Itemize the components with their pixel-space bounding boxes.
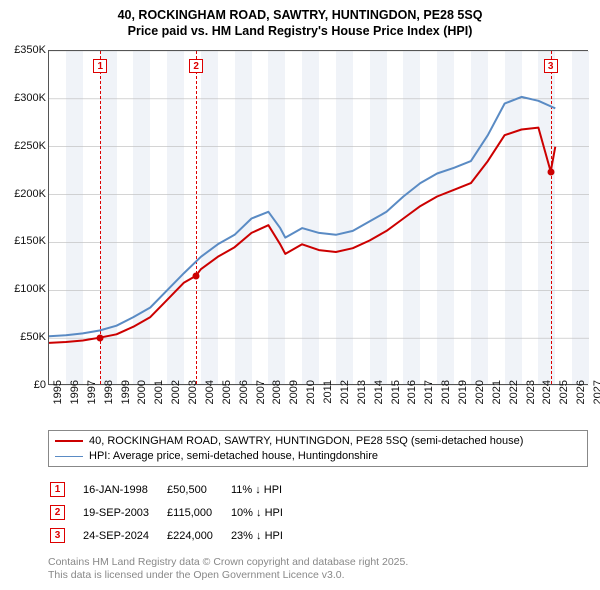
title-block: 40, ROCKINGHAM ROAD, SAWTRY, HUNTINGDON,… [0,0,600,41]
marker-date: 19-SEP-2003 [83,502,165,523]
marker-date: 16-JAN-1998 [83,479,165,500]
marker-delta: 23% ↓ HPI [231,525,299,546]
marker-price: £115,000 [167,502,229,523]
footer: Contains HM Land Registry data © Crown c… [48,556,408,582]
title-line-1: 40, ROCKINGHAM ROAD, SAWTRY, HUNTINGDON,… [0,8,600,24]
legend-label-hpi: HPI: Average price, semi-detached house,… [89,450,378,462]
marker-id-icon: 1 [50,482,65,497]
marker-delta: 10% ↓ HPI [231,502,299,523]
marker-price: £224,000 [167,525,229,546]
legend-item-property: 40, ROCKINGHAM ROAD, SAWTRY, HUNTINGDON,… [55,435,581,447]
marker-table: 1 16-JAN-1998 £50,500 11% ↓ HPI 2 19-SEP… [48,477,301,548]
chart-lines [49,51,589,386]
marker-row: 2 19-SEP-2003 £115,000 10% ↓ HPI [50,502,299,523]
legend: 40, ROCKINGHAM ROAD, SAWTRY, HUNTINGDON,… [48,430,588,467]
legend-swatch-property [55,440,83,442]
marker-row: 3 24-SEP-2024 £224,000 23% ↓ HPI [50,525,299,546]
marker-row: 1 16-JAN-1998 £50,500 11% ↓ HPI [50,479,299,500]
marker-id-icon: 2 [50,505,65,520]
legend-swatch-hpi [55,456,83,457]
chart-plot-area: 123 [48,50,588,385]
footer-line-1: Contains HM Land Registry data © Crown c… [48,556,408,569]
legend-item-hpi: HPI: Average price, semi-detached house,… [55,450,581,462]
marker-id-icon: 3 [50,528,65,543]
marker-date: 24-SEP-2024 [83,525,165,546]
marker-price: £50,500 [167,479,229,500]
title-line-2: Price paid vs. HM Land Registry's House … [0,24,600,40]
chart-container: 40, ROCKINGHAM ROAD, SAWTRY, HUNTINGDON,… [0,0,600,590]
legend-label-property: 40, ROCKINGHAM ROAD, SAWTRY, HUNTINGDON,… [89,435,523,447]
marker-delta: 11% ↓ HPI [231,479,299,500]
footer-line-2: This data is licensed under the Open Gov… [48,569,408,582]
